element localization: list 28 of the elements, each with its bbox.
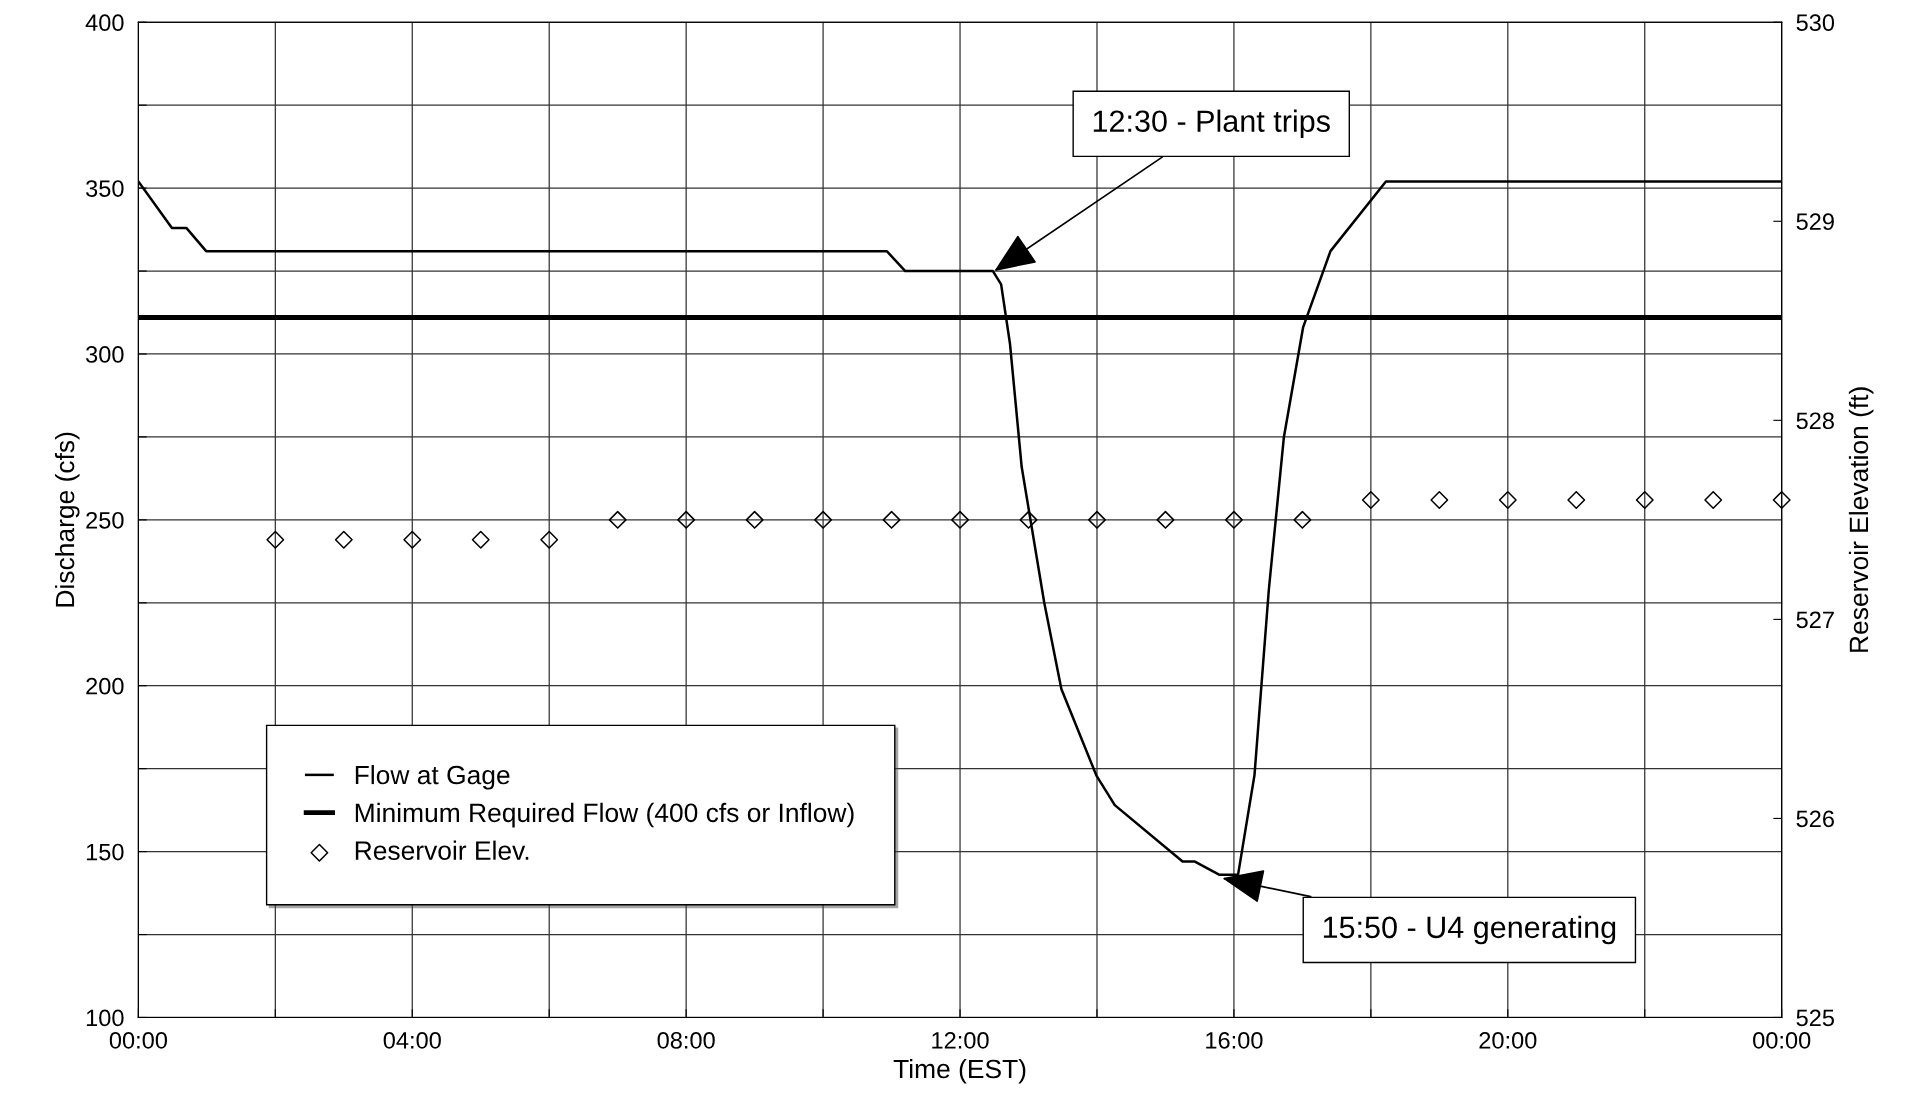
- y2-tick-label: 525: [1796, 1009, 1834, 1027]
- y-tick-label: 350: [86, 180, 124, 197]
- y-tick-label: 200: [86, 677, 124, 695]
- x-tick-label: 12:00: [932, 1031, 989, 1049]
- legend-label: Flow at Gage: [355, 764, 510, 790]
- y-tick-label: 250: [86, 511, 124, 529]
- y2-tick-label: 530: [1796, 14, 1835, 32]
- x-tick-label: 00:00: [1753, 1031, 1811, 1049]
- x-tick-label: 08:00: [657, 1031, 715, 1049]
- x-tick-label: 00:00: [109, 1031, 168, 1049]
- x-tick-label: 16:00: [1206, 1031, 1263, 1049]
- y-tick-label: 300: [86, 346, 124, 363]
- y2-tick-label: 528: [1796, 412, 1834, 430]
- x-tick-label: 04:00: [383, 1031, 441, 1049]
- y-tick-label: 150: [86, 843, 124, 861]
- y2-tick-label: 529: [1796, 213, 1834, 231]
- y-tick-label: 400: [85, 14, 124, 32]
- annotation: 12:30 - Plant trips: [1093, 109, 1330, 139]
- y-axis-title: Discharge (cfs): [54, 432, 80, 607]
- annotation: 15:50 - U4 generating: [1323, 915, 1616, 945]
- y2-axis-title: Reservoir Elevation (ft): [1848, 387, 1874, 652]
- legend-label: Minimum Required Flow (400 cfs or Inflow): [355, 802, 854, 828]
- y2-tick-label: 526: [1796, 810, 1834, 828]
- y-tick-label: 100: [86, 1009, 124, 1027]
- x-axis-title: Time (EST): [893, 1058, 1026, 1084]
- x-tick-label: 20:00: [1479, 1031, 1537, 1049]
- y2-tick-label: 527: [1796, 611, 1834, 629]
- legend-label: Reservoir Elev.: [355, 840, 529, 860]
